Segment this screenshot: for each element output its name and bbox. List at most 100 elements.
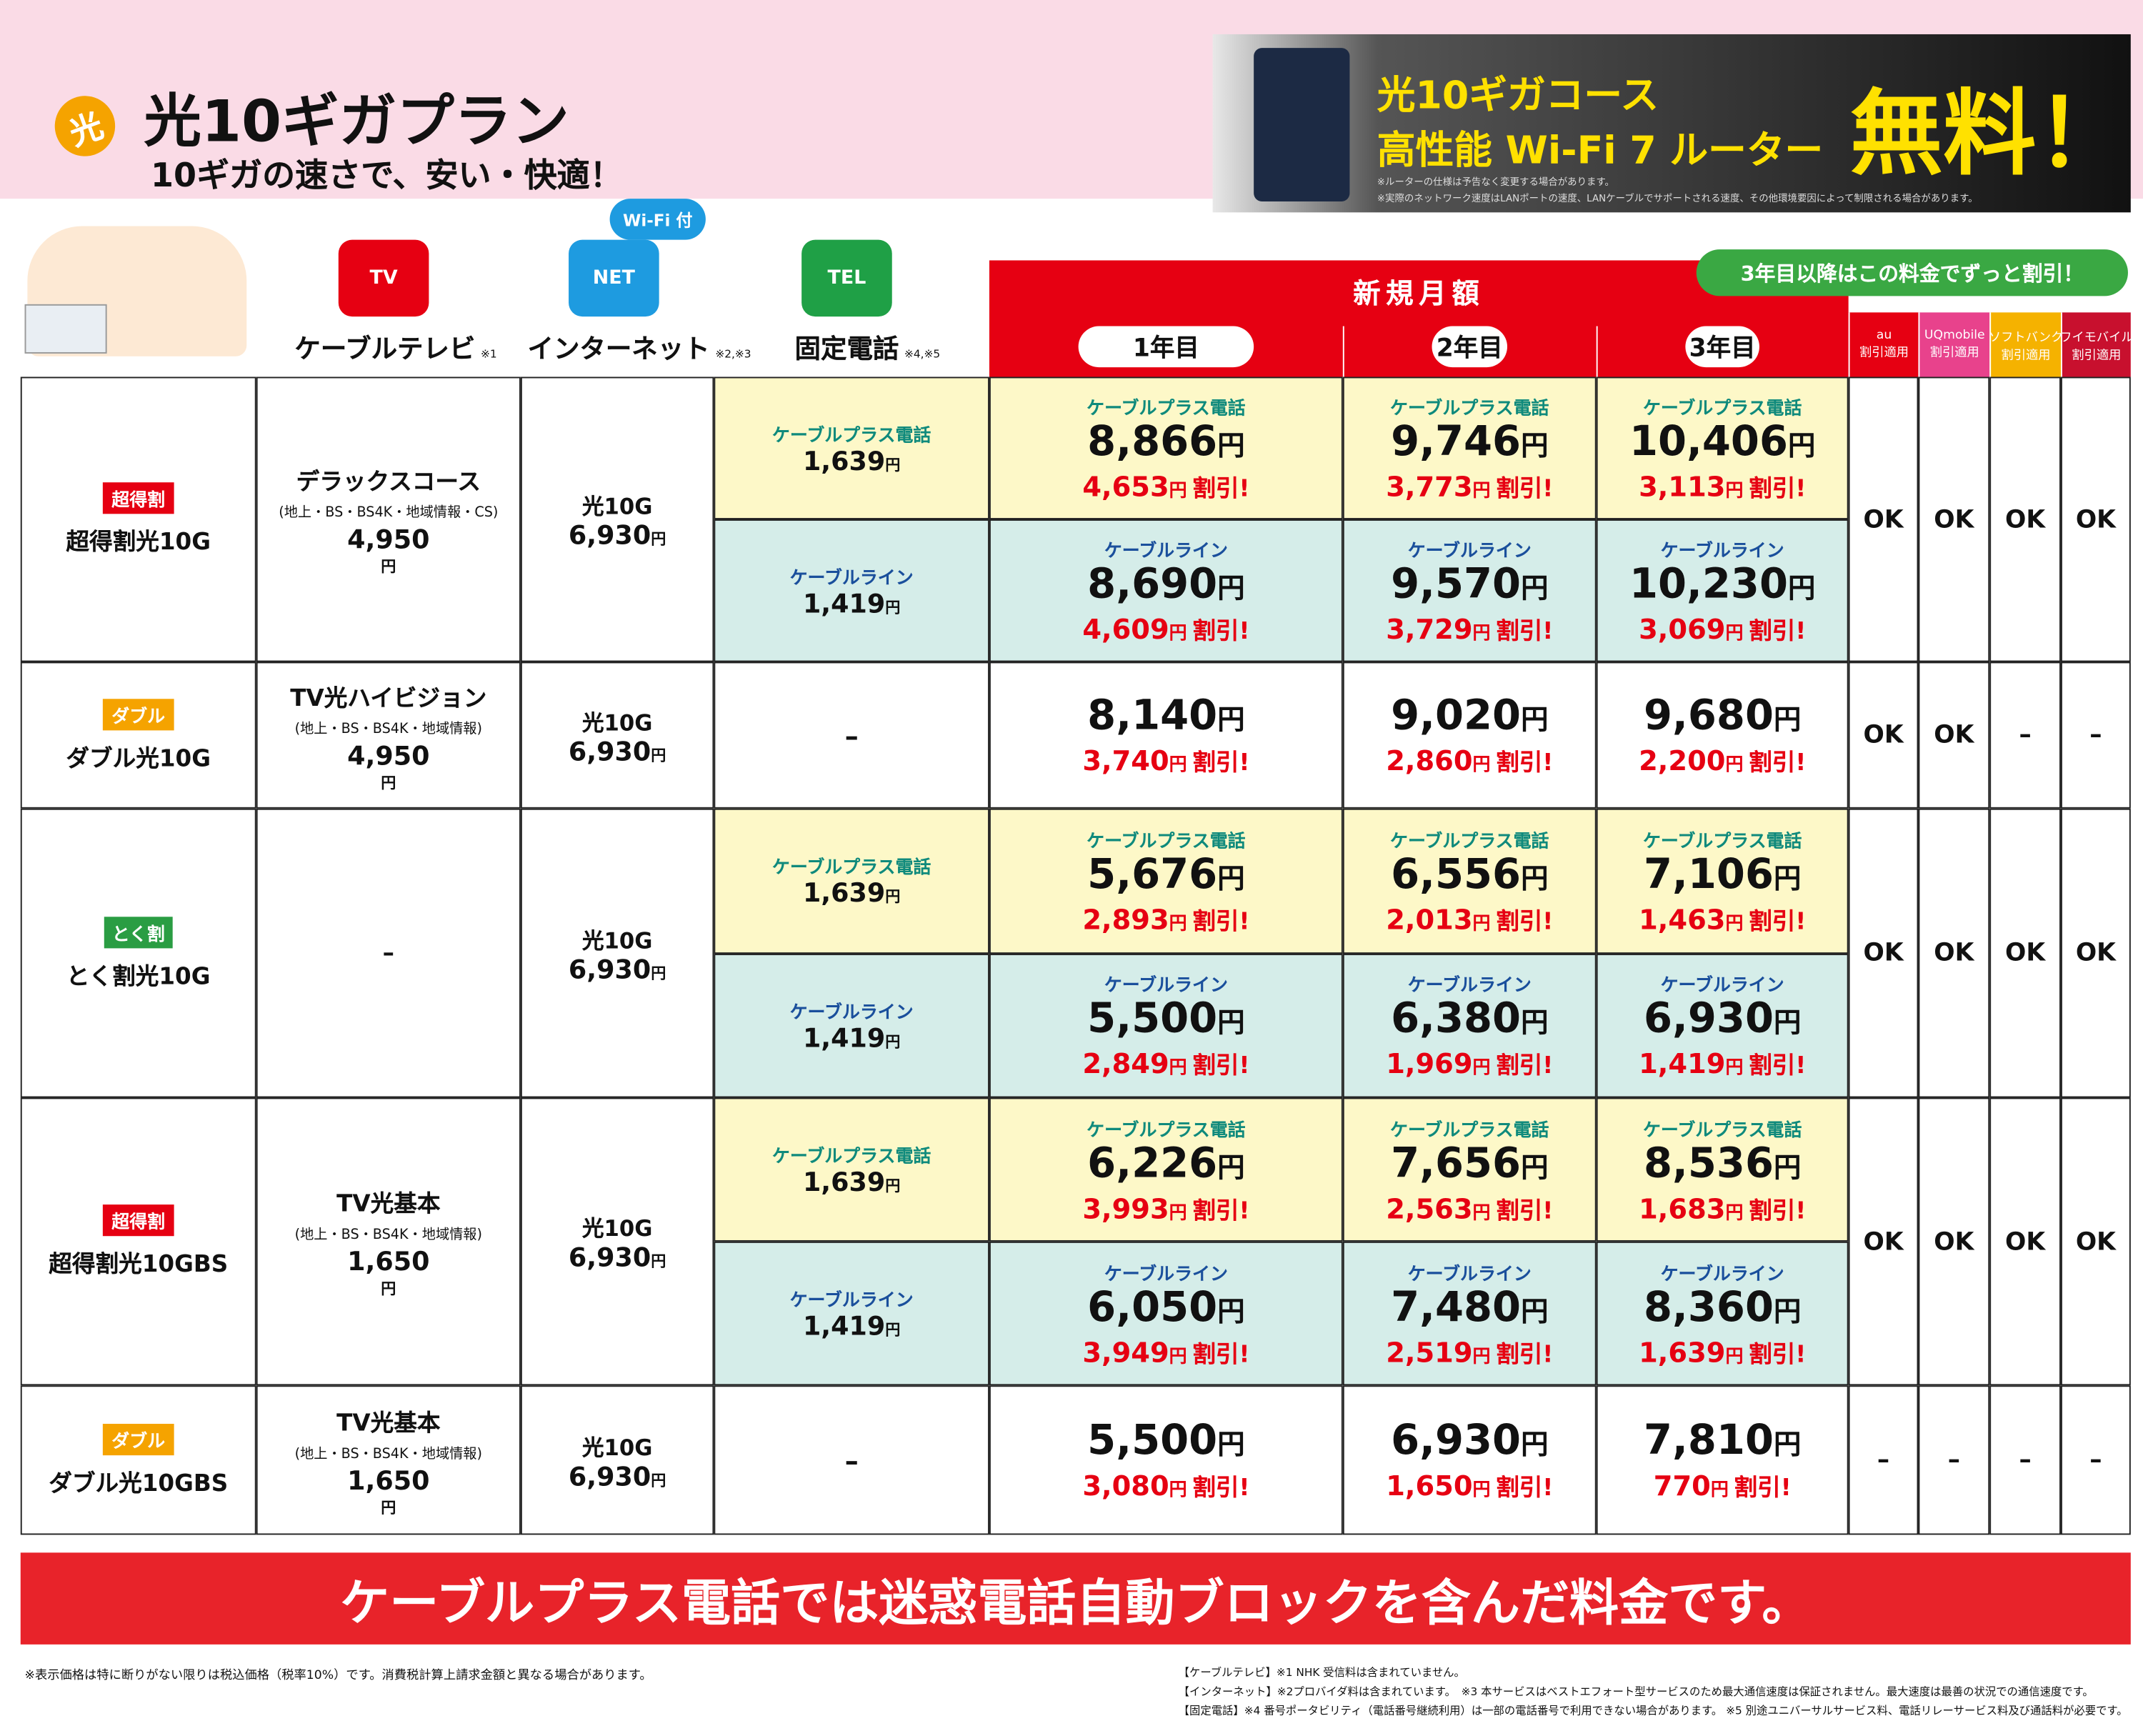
discount-suffix: 割引!: [1496, 618, 1554, 646]
net-icon: NET: [569, 239, 659, 317]
yen: 円: [1521, 571, 1549, 604]
phone-name: ケーブルライン: [1104, 541, 1228, 562]
tv-name: TV光基本: [336, 1409, 441, 1437]
phone-name: ケーブルライン: [1660, 541, 1784, 562]
discount-line: 3,080円 割引!: [1082, 1467, 1249, 1502]
year-cell: ケーブルライン 9,570円 3,729円 割引!: [1342, 519, 1597, 662]
price: 10,230: [1629, 560, 1789, 609]
discount-line: 1,419円 割引!: [1639, 1046, 1806, 1080]
net-price: 6,930: [568, 520, 651, 552]
col-tv: ケーブルテレビ ※1: [294, 329, 496, 366]
year-cell: ケーブルプラス電話 5,676円 2,893円 割引!: [989, 808, 1343, 954]
discount-line: 3,740円 割引!: [1082, 743, 1249, 777]
discount: 2,013: [1386, 902, 1473, 936]
discount-suffix: 割引!: [1749, 749, 1807, 777]
net-name: 光10G: [581, 1434, 653, 1460]
laptop: [24, 304, 107, 354]
plan-cell: ダブル ダブル光10G: [20, 662, 256, 809]
yen: 円: [1774, 862, 1802, 895]
discount: 3,773: [1386, 469, 1473, 503]
col-tel-label: 固定電話: [794, 334, 899, 365]
phone-name: ケーブルライン: [1660, 976, 1784, 997]
price: 5,500: [1087, 1417, 1218, 1465]
plan-name: ダブル光10GBS: [49, 1470, 229, 1497]
note: ※2,※3: [715, 348, 751, 361]
phone-name: ケーブルプラス電話: [1087, 399, 1246, 419]
carrier-status: –: [2019, 720, 2032, 750]
callout: 3年目以降はこの料金でずっと割引！: [1696, 249, 2128, 296]
carrier-status: OK: [1934, 938, 1974, 968]
year-cell: 5,500円 3,080円 割引!: [989, 1385, 1343, 1535]
carrier-cell: OK: [1989, 376, 2061, 662]
discount-suffix: 割引!: [1749, 1052, 1807, 1081]
yen: 円: [651, 530, 666, 549]
phone-price: 1,419: [802, 1311, 886, 1342]
net-price-line: 6,930円: [569, 954, 666, 984]
discount-line: 1,463円 割引!: [1639, 902, 1806, 936]
carrier-cell: OK: [1989, 808, 2061, 1098]
tv-detail: (地上・BS・BS4K・地域情報): [294, 721, 482, 737]
discount-line: 770円 割引!: [1654, 1467, 1792, 1502]
carrier-cell: OK: [2060, 808, 2131, 1098]
net-name: 光10G: [581, 493, 653, 519]
discount: 1,639: [1639, 1335, 1726, 1369]
carrier-cell: OK: [1848, 662, 1919, 809]
price-line: 6,226円: [1087, 1139, 1244, 1190]
yen: 円: [1725, 1058, 1744, 1079]
yen: 円: [885, 1321, 901, 1340]
price: 8,360: [1643, 1283, 1774, 1332]
phone-name: ケーブルライン: [789, 1290, 914, 1312]
discount-line: 2,200円 割引!: [1639, 743, 1806, 777]
phone-name: ケーブルプラス電話: [1087, 831, 1246, 852]
price: 8,140: [1087, 692, 1218, 740]
price-line: 9,680円: [1644, 693, 1801, 743]
carrier-cell: OK: [1848, 376, 1919, 662]
phone-name: ケーブルプラス電話: [1087, 1120, 1246, 1141]
phone-cell: –: [714, 1385, 989, 1535]
plan-badge: 超得割: [103, 482, 174, 514]
yen: 円: [381, 773, 396, 792]
phone-price-line: 1,639円: [803, 879, 900, 909]
promo-box: [1212, 34, 2131, 213]
plan-cell: とく割 とく割光10G: [20, 808, 256, 1098]
year-cell: ケーブルプラス電話 7,656円 2,563円 割引!: [1342, 1097, 1597, 1242]
yen: 円: [1169, 1346, 1187, 1367]
price: 6,226: [1087, 1139, 1218, 1188]
yen: 円: [1169, 1202, 1187, 1223]
tv-name: –: [382, 939, 394, 967]
price-line: 9,746円: [1391, 419, 1548, 469]
yen: 円: [651, 1471, 666, 1490]
yen: 円: [1217, 1427, 1245, 1461]
discount: 3,729: [1386, 612, 1473, 646]
yen: 円: [1169, 1058, 1187, 1079]
year-pill: 2年目: [1432, 326, 1508, 368]
carrier-status: –: [1877, 1445, 1890, 1475]
discount-line: 4,609円 割引!: [1082, 612, 1249, 645]
carrier-cell: OK: [1918, 376, 1990, 662]
phone-name: ケーブルライン: [1104, 976, 1228, 997]
footnote: 【インターネット】※2プロバイダ料は含まれています。 ※3 本サービスはベストエ…: [1178, 1685, 2094, 1698]
carrier-status: –: [2089, 1445, 2102, 1475]
carrier-status: –: [1947, 1445, 1960, 1475]
discount-suffix: 割引!: [1749, 1340, 1807, 1369]
phone-name: ケーブルライン: [1407, 541, 1532, 562]
footnote: 【ケーブルテレビ】※1 NHK 受信料は含まれていません。: [1178, 1666, 1465, 1679]
tv-cell: –: [256, 808, 521, 1098]
discount: 1,683: [1639, 1191, 1726, 1224]
year-cell: ケーブルライン 8,690円 4,609円 割引!: [989, 519, 1343, 662]
carrier-status: OK: [1934, 1227, 1974, 1257]
discount-suffix: 割引!: [1496, 1052, 1554, 1081]
discount-line: 1,650円 割引!: [1386, 1467, 1553, 1502]
price: 5,676: [1087, 850, 1218, 899]
price-line: 10,406円: [1629, 419, 1815, 469]
price-line: 10,230円: [1629, 562, 1815, 611]
yen: 円: [1725, 623, 1744, 644]
price-line: 8,140円: [1087, 692, 1244, 743]
yen: 円: [1472, 754, 1491, 776]
carrier-head: ソフトバンク 割引適用: [1989, 312, 2061, 377]
price: 7,480: [1391, 1283, 1522, 1332]
plan-badge: ダブル: [103, 1423, 174, 1455]
discount-suffix: 割引!: [1192, 1197, 1250, 1224]
carrier-cell: OK: [1848, 808, 1919, 1098]
tv-price: 4,950: [347, 740, 430, 771]
